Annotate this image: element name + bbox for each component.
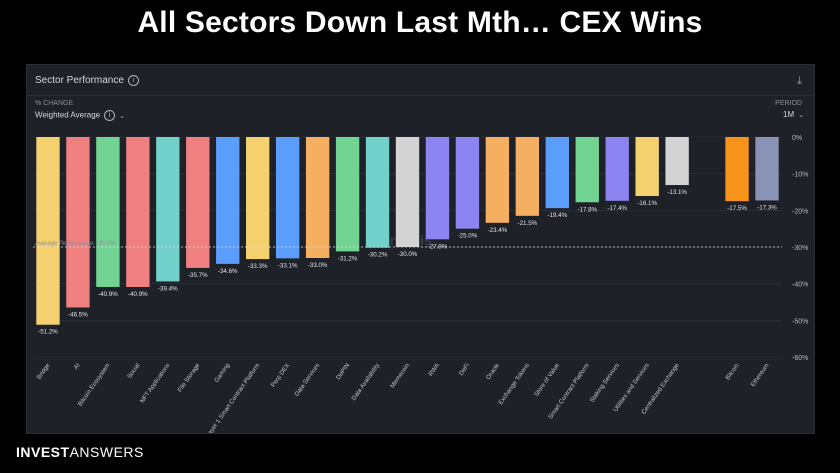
panel-header: Sector Performance i ⤓ (27, 65, 814, 96)
bar (575, 137, 599, 203)
bar (485, 137, 510, 223)
panel-title: Sector Performance i (35, 75, 139, 86)
bar-value-label: -17.4% (607, 205, 627, 212)
chevron-down-icon: ⌄ (119, 112, 125, 120)
x-tick-label: Data Services (293, 362, 321, 398)
bar (725, 137, 749, 202)
panel-title-text: Sector Performance (35, 75, 124, 87)
bar-value-label: -33.0% (308, 262, 328, 269)
bar (365, 137, 390, 248)
bar (425, 137, 450, 240)
bar-value-label: -17.3% (757, 204, 777, 211)
bar-value-label: -35.7% (188, 272, 208, 279)
x-tick-label: File Storage (177, 362, 202, 394)
period-dropdown[interactable]: 1M ⌄ (783, 110, 804, 119)
x-tick-label: Layer 1 Smart Contract Platform (205, 362, 262, 433)
bar (96, 137, 120, 287)
x-tick-label: Store of Value (533, 362, 561, 398)
bar (335, 137, 360, 252)
bar-value-label: -40.9% (98, 291, 118, 298)
bar-value-label: -23.4% (488, 227, 508, 234)
bar-value-label: -25.0% (458, 233, 478, 240)
y-tick-label: -20% (792, 208, 808, 215)
period-label: PERIOD (775, 100, 802, 107)
bar-value-label: -33.3% (248, 263, 268, 270)
y-tick-label: -60% (792, 355, 808, 362)
x-tick-label: Social (126, 362, 141, 380)
period-dropdown-value: 1M (783, 110, 795, 119)
bar-value-label: -33.1% (278, 262, 298, 269)
bar-value-label: -31.2% (338, 255, 358, 262)
bar (126, 137, 150, 287)
bar-value-label: -17.8% (577, 206, 597, 213)
x-tick-label: Oracle (485, 362, 502, 381)
change-dropdown-value: Weighted Average (35, 110, 101, 120)
chevron-down-icon: ⌄ (798, 112, 804, 119)
brand-logo-light: ANSWERS (69, 444, 144, 460)
bar (66, 137, 90, 308)
bar (246, 137, 270, 260)
brand-logo-bold: INVEST (16, 444, 70, 460)
bar (635, 137, 659, 197)
bar-value-label: -51.2% (38, 329, 58, 336)
x-tick-label: Perp DEX (270, 362, 292, 389)
bar (515, 137, 540, 216)
bar-value-label: -30.2% (368, 252, 388, 259)
change-dropdown[interactable]: Weighted Average i ⌄ (35, 110, 125, 121)
y-tick-label: -40% (792, 282, 808, 289)
x-tick-label: Bitcoin (724, 362, 741, 382)
bar (455, 137, 480, 229)
info-icon[interactable]: i (104, 110, 116, 121)
bar (545, 137, 569, 209)
bar (216, 137, 240, 264)
y-tick-label: -30% (792, 245, 808, 252)
bar-value-label: -17.5% (727, 205, 747, 212)
y-tick-label: 0% (792, 135, 802, 142)
x-tick-label: NFT Applications (139, 362, 171, 404)
x-tick-label: RWA (427, 361, 441, 377)
bar (156, 137, 180, 282)
bar (305, 137, 330, 258)
bar (665, 137, 689, 186)
y-tick-label: -50% (792, 318, 808, 325)
x-tick-label: Memecoin (389, 362, 411, 390)
bar (605, 137, 629, 201)
bar-value-label: -39.4% (158, 285, 178, 292)
y-tick-label: -10% (792, 172, 808, 179)
brand-logo: INVESTANSWERS (16, 444, 144, 460)
bar-value-label: -21.5% (518, 220, 538, 227)
bar-value-label: -46.5% (68, 312, 88, 319)
x-tick-label: Gaming (213, 362, 231, 384)
sector-bar-chart: 0%-10%-20%-30%-40%-50%-60%artemis-51.2%B… (33, 135, 808, 433)
bar (275, 137, 300, 259)
x-tick-label: Data Availability (350, 361, 381, 401)
x-tick-label: Bitcoin Ecosystem (77, 362, 112, 407)
x-tick-label: Ethereum (750, 362, 771, 388)
info-icon[interactable]: i (127, 75, 139, 86)
download-icon[interactable]: ⤓ (797, 75, 802, 87)
bar-value-label: -34.6% (218, 268, 238, 275)
x-tick-label: DePIN (335, 362, 351, 381)
bar-value-label: -19.4% (547, 212, 567, 219)
sector-performance-panel: Sector Performance i ⤓ % CHANGE Weighted … (26, 64, 815, 434)
bar-value-label: -40.9% (128, 291, 148, 298)
bar-value-label: -13.1% (667, 189, 687, 196)
bar (186, 137, 210, 268)
bar-value-label: -30.0% (398, 251, 418, 258)
x-tick-label: Bridge (36, 362, 52, 381)
bar (36, 137, 60, 325)
x-tick-label: Staking Services (589, 362, 621, 404)
x-tick-label: Exchange Tokens (497, 362, 531, 406)
bar-value-label: -16.1% (637, 200, 657, 207)
slide-title: All Sectors Down Last Mth… CEX Wins (137, 6, 703, 39)
average-label: Average Performance: -30.0% (35, 241, 116, 247)
change-label: % CHANGE (35, 100, 74, 107)
x-tick-label: DeFi (458, 362, 471, 377)
bar (755, 137, 779, 201)
bar (395, 137, 420, 247)
x-tick-label: AI (72, 362, 81, 371)
